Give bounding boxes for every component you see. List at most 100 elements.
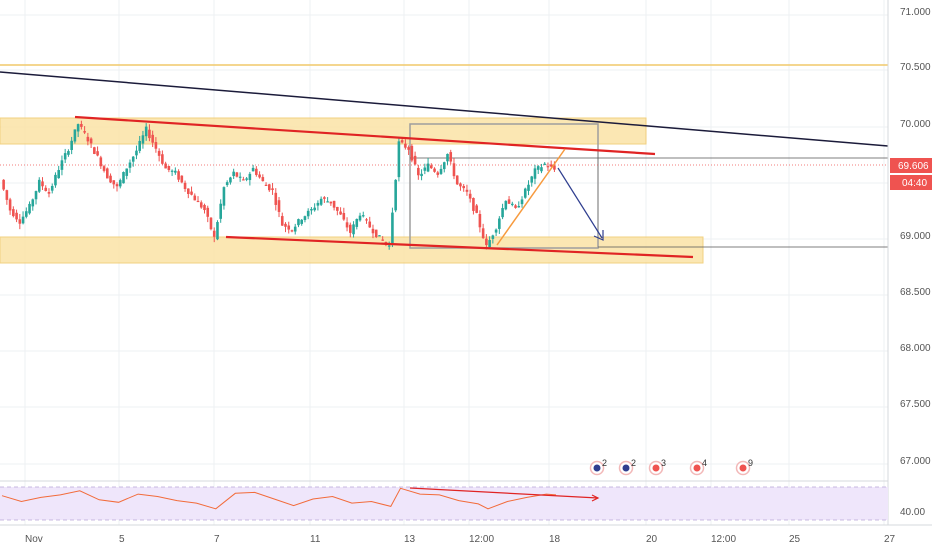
event-badge[interactable]: 9 [735, 458, 754, 476]
candle-body [5, 190, 9, 200]
candle-body [28, 203, 31, 214]
candle-body [426, 163, 430, 172]
candle-body [70, 140, 73, 150]
candle-body [365, 219, 368, 221]
channel-upper-line[interactable] [74, 115, 656, 156]
event-badge-count: 2 [602, 458, 607, 468]
time-tick: 25 [789, 534, 801, 545]
candle-body [222, 187, 226, 206]
candle-body [523, 188, 527, 198]
candle-body [358, 215, 362, 221]
candle-body [80, 124, 83, 127]
candle-body [274, 192, 278, 205]
candle-body [306, 210, 310, 217]
candle-body [326, 201, 329, 203]
candle-body [553, 165, 556, 170]
price-tick: 67.000 [900, 456, 931, 467]
candle-body [287, 225, 291, 230]
rsi-divergence-line[interactable] [409, 487, 599, 499]
candle-body [41, 181, 44, 187]
candle-body [37, 179, 41, 192]
bar-countdown: 04:40 [902, 178, 927, 189]
candle-body [329, 201, 333, 204]
rsi-band [0, 487, 888, 520]
candle-body [219, 203, 222, 219]
candle-body [507, 199, 511, 204]
candle-body [303, 216, 307, 221]
candle-body [355, 218, 359, 227]
price-tick: 67.500 [900, 399, 931, 410]
candle-body [511, 203, 514, 205]
candle-body [468, 193, 472, 199]
candle-body [387, 245, 391, 247]
candle-body [397, 141, 401, 178]
event-badge[interactable]: 2 [589, 458, 608, 476]
candle-body [394, 179, 397, 211]
candle-body [384, 241, 388, 244]
time-tick: 12:00 [711, 534, 736, 545]
candle-body [280, 216, 284, 226]
candle-body [83, 131, 86, 133]
candle-body [196, 200, 200, 203]
event-badge-count: 4 [702, 458, 707, 468]
candle-body [174, 170, 177, 173]
candle-body [446, 153, 449, 162]
candle-body [277, 200, 281, 212]
resistance-zone[interactable] [0, 117, 647, 145]
rising-support-line[interactable] [496, 148, 566, 246]
candle-body [206, 207, 210, 217]
candle-body [232, 171, 235, 177]
candle-body [332, 200, 336, 208]
candle-body [371, 228, 375, 234]
candle-body [475, 205, 478, 213]
candle-body [485, 238, 488, 246]
candle-body [96, 151, 99, 156]
candle-body [57, 170, 60, 179]
candle-body [297, 219, 300, 226]
candle-body [462, 186, 465, 189]
time-axis[interactable]: Nov 5 7 11 13 12:00 18 20 12:00 25 27 [25, 534, 896, 545]
rsi-tick: 40.00 [900, 507, 925, 518]
event-badge[interactable]: 2 [618, 458, 637, 476]
candle-body [520, 199, 524, 205]
candle-body [533, 168, 537, 179]
time-tick: 20 [646, 534, 658, 545]
time-tick: 7 [214, 534, 220, 545]
price-axis[interactable]: 71.000 70.500 70.000 69.000 68.500 68.00… [900, 7, 931, 467]
candle-body [67, 151, 70, 155]
candle-body [361, 215, 365, 217]
candle-body [404, 143, 407, 148]
candle-body [268, 184, 271, 191]
event-badges[interactable]: 2 2 3 4 9 [589, 458, 754, 476]
candle-body [271, 188, 274, 191]
last-price-tag[interactable]: 69.606 04:40 [890, 158, 932, 190]
candle-body [423, 167, 427, 171]
candle-body [323, 197, 326, 199]
candle-body [391, 212, 394, 244]
rsi-line[interactable] [1, 487, 557, 510]
event-badge[interactable]: 4 [689, 458, 708, 476]
candle-body [199, 202, 203, 208]
candle-body [349, 224, 352, 233]
long-term-trendline[interactable] [0, 71, 889, 147]
channel-lower-line[interactable] [225, 235, 694, 259]
candle-body [31, 199, 35, 207]
candle-body [293, 226, 297, 232]
candle-body [494, 229, 498, 233]
price-tick: 68.000 [900, 343, 931, 354]
time-tick: 27 [884, 534, 896, 545]
candle-body [118, 180, 122, 187]
candle-body [517, 205, 521, 208]
candle-body [50, 185, 54, 191]
candle-body [216, 222, 219, 240]
candle-body [112, 180, 116, 185]
candle-body [488, 240, 491, 248]
event-badge[interactable]: 3 [648, 458, 667, 476]
candle-body [167, 165, 171, 170]
candle-body [248, 173, 252, 181]
candle-body [342, 212, 346, 220]
candle-body [549, 164, 553, 167]
candle-body [109, 175, 112, 183]
forecast-arrow[interactable] [557, 167, 603, 239]
